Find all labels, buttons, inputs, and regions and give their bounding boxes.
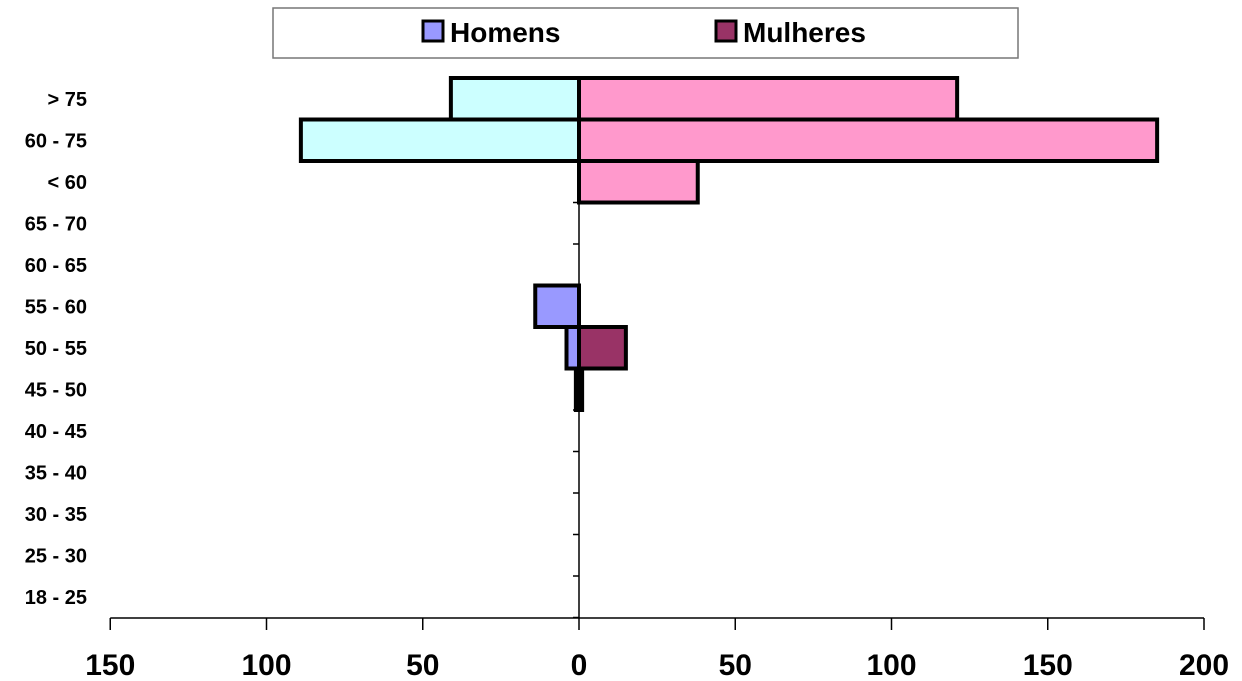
legend-swatch-homens: [421, 19, 445, 43]
x-tick-label: 0: [571, 649, 588, 681]
bar-s3-c0: [577, 76, 960, 122]
legend-label-mulheres: Mulheres: [743, 17, 866, 48]
category-label: 55 - 60: [25, 296, 87, 318]
category-label: < 60: [48, 172, 87, 194]
bar-s3-c2: [577, 159, 700, 205]
category-label: 65 - 70: [25, 213, 87, 235]
category-labels: > 75 60 - 75 < 60 65 - 70 60 - 65 55 - 60 50 -…: [25, 89, 87, 609]
x-tick-label: 150: [85, 649, 135, 681]
legend-swatch-mulheres: [714, 19, 738, 43]
x-tick-label: 150: [1023, 649, 1073, 681]
category-label: 50 - 55: [25, 338, 87, 360]
legend: Homens Mulheres: [272, 7, 1019, 59]
category-label: 25 - 30: [25, 545, 87, 567]
legend-box: [272, 7, 1019, 59]
x-tick-label: 100: [241, 649, 291, 681]
bar-s1-c6: [577, 325, 628, 371]
bar-s3-c1: [577, 117, 1160, 163]
category-label: 60 - 65: [25, 255, 87, 277]
axes-layer: [109, 77, 1205, 630]
bar-s0-c5: [533, 283, 581, 329]
legend-label-homens: Homens: [450, 17, 560, 48]
x-tick-label: 200: [1179, 649, 1229, 681]
category-label: 30 - 35: [25, 504, 87, 526]
x-tick-label: 50: [406, 649, 439, 681]
category-label: 35 - 40: [25, 462, 87, 484]
x-tick-label: 100: [866, 649, 916, 681]
bars-layer: [298, 76, 1160, 412]
category-label: 60 - 75: [25, 130, 87, 152]
category-label: > 75: [48, 89, 87, 111]
bar-s2-c0: [448, 76, 581, 122]
x-tick-label: 50: [719, 649, 752, 681]
category-label: 40 - 45: [25, 421, 87, 443]
bar-s2-c1: [298, 117, 581, 163]
category-label: 45 - 50: [25, 379, 87, 401]
category-label: 18 - 25: [25, 587, 87, 609]
x-tick-labels: 150 100 50 0 50 100 150 200: [85, 649, 1229, 681]
